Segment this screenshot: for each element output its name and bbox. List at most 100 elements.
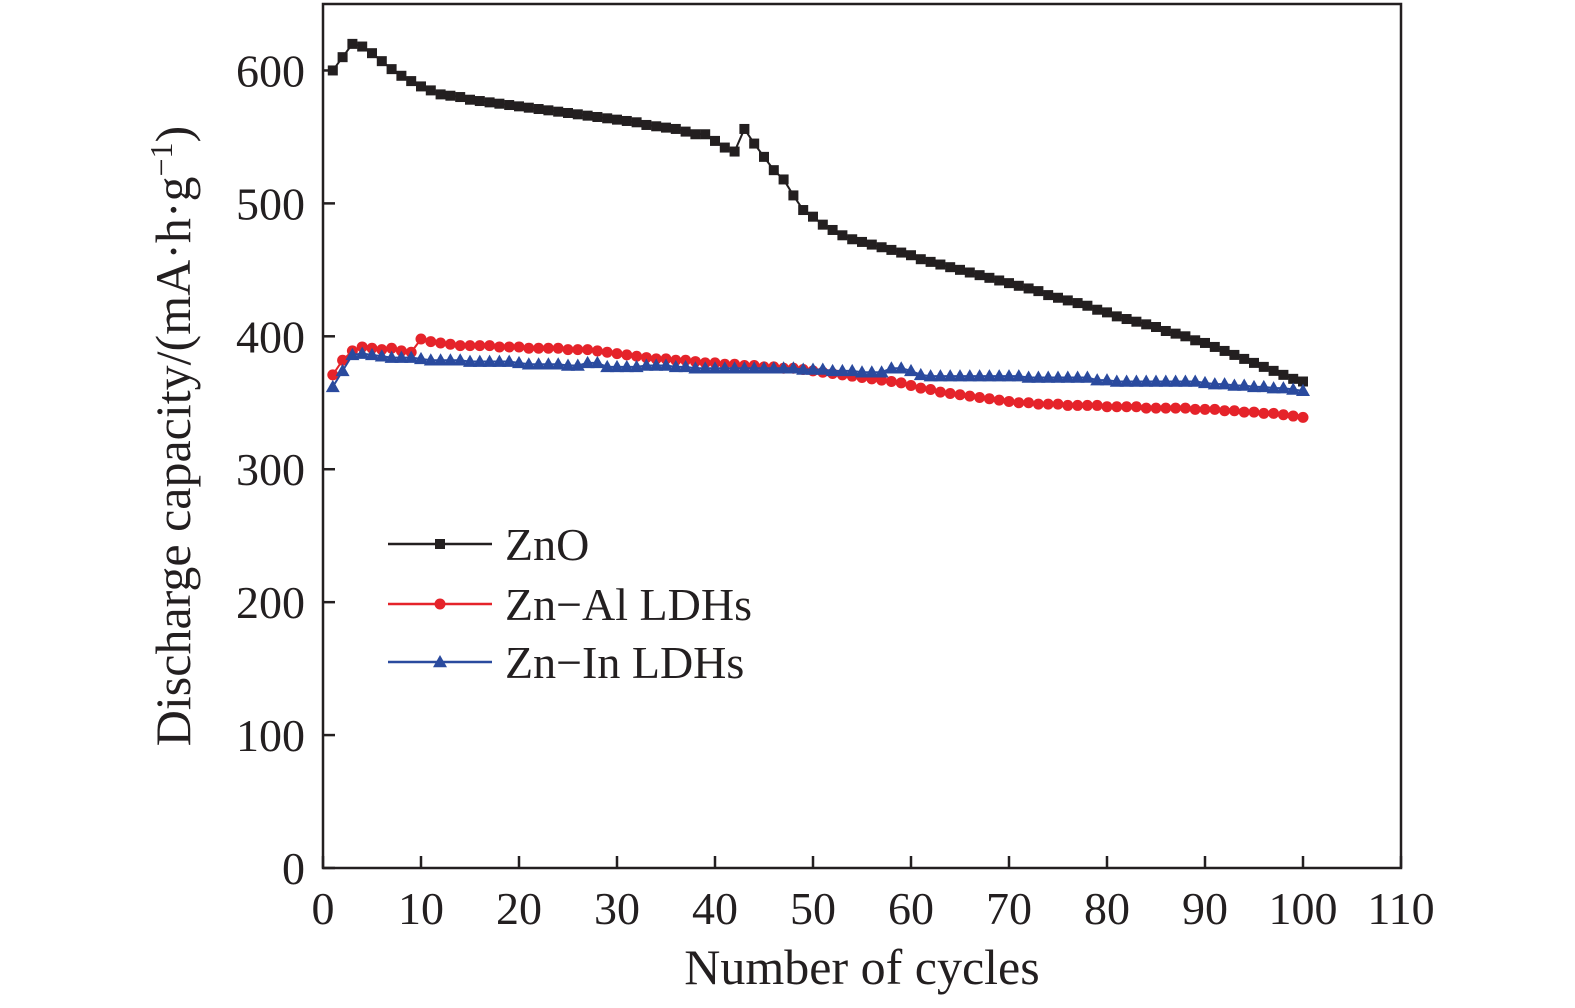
data-point [600, 359, 615, 373]
data-point [1247, 379, 1261, 393]
data-point [688, 361, 703, 374]
data-point [1141, 319, 1152, 330]
data-point [1228, 405, 1240, 417]
data-point [1072, 399, 1084, 411]
data-point [629, 359, 644, 373]
data-point [582, 344, 594, 356]
data-point [1013, 280, 1024, 291]
data-point [1060, 370, 1075, 383]
data-point [552, 342, 564, 354]
data-point [1072, 298, 1083, 309]
data-point [551, 357, 566, 370]
data-point [1149, 374, 1163, 387]
data-point [355, 346, 370, 359]
data-point [1070, 370, 1085, 383]
data-point [631, 350, 643, 362]
data-point [1227, 378, 1242, 391]
data-point [640, 352, 652, 364]
data-point [1031, 370, 1046, 383]
data-point [905, 379, 917, 391]
data-point [433, 353, 448, 366]
data-point [837, 230, 848, 241]
data-point [621, 349, 633, 361]
legend-item: Zn−Al LDHs [388, 579, 752, 630]
data-point [651, 121, 662, 132]
data-point [533, 342, 545, 354]
data-point [463, 354, 477, 367]
data-point [1052, 398, 1064, 410]
data-point [1179, 402, 1191, 414]
data-point [503, 341, 515, 353]
data-point [619, 359, 634, 373]
data-point [1102, 307, 1112, 318]
data-point [325, 379, 340, 393]
data-point [1150, 402, 1162, 414]
data-point [708, 361, 722, 374]
data-point [668, 359, 683, 373]
data-point [994, 275, 1005, 286]
data-point [955, 264, 965, 275]
data-point [484, 340, 496, 352]
data-point [415, 333, 427, 345]
data-point [923, 369, 938, 382]
data-point [1256, 379, 1271, 393]
data-point [494, 98, 505, 109]
data-point [512, 355, 526, 369]
data-point [729, 146, 740, 157]
data-point [641, 119, 652, 130]
data-point [386, 64, 397, 75]
data-point [631, 117, 642, 128]
x-tick-label: 70 [986, 883, 1032, 934]
data-point [563, 107, 573, 118]
data-point [1131, 316, 1142, 327]
data-point [337, 354, 349, 366]
data-point [435, 89, 446, 100]
data-point [933, 369, 948, 382]
data-point [1111, 311, 1122, 322]
data-point [1043, 290, 1054, 301]
data-point [513, 341, 525, 353]
plot-frame [321, 2, 1403, 870]
data-point [1248, 406, 1260, 418]
data-point [572, 109, 583, 120]
data-point [759, 151, 769, 162]
data-point [396, 70, 407, 81]
data-point [719, 142, 730, 153]
data-point [504, 100, 515, 111]
data-point [357, 41, 368, 52]
legend-marker [434, 598, 446, 610]
data-point [592, 111, 603, 122]
data-point [562, 344, 574, 356]
x-tick-label: 90 [1182, 883, 1228, 934]
data-point [698, 361, 713, 374]
data-point [974, 270, 985, 281]
data-point [1190, 335, 1201, 346]
data-point [896, 247, 907, 258]
data-point [847, 234, 858, 245]
data-point [935, 259, 946, 270]
data-point [953, 369, 967, 382]
data-point [757, 361, 771, 374]
data-point [984, 272, 995, 283]
data-point [678, 359, 693, 373]
data-point [572, 344, 584, 356]
data-point [798, 205, 809, 216]
data-point [1082, 300, 1093, 311]
data-point [425, 85, 436, 96]
data-point [749, 138, 760, 149]
data-point [874, 365, 889, 378]
data-point [1023, 397, 1035, 409]
data-point [1199, 403, 1211, 415]
data-point [493, 341, 505, 353]
data-point [1287, 410, 1299, 422]
y-axis-title-main: Discharge capacity/(mA·h·g [145, 177, 201, 747]
data-point [1032, 398, 1044, 410]
data-point [661, 122, 671, 133]
data-point [964, 267, 975, 278]
data-point [1002, 369, 1016, 382]
data-point [700, 129, 711, 140]
data-point [521, 357, 536, 370]
data-point [1209, 341, 1220, 352]
y-tick-label: 0 [282, 843, 305, 894]
series-triangle [325, 346, 1310, 397]
